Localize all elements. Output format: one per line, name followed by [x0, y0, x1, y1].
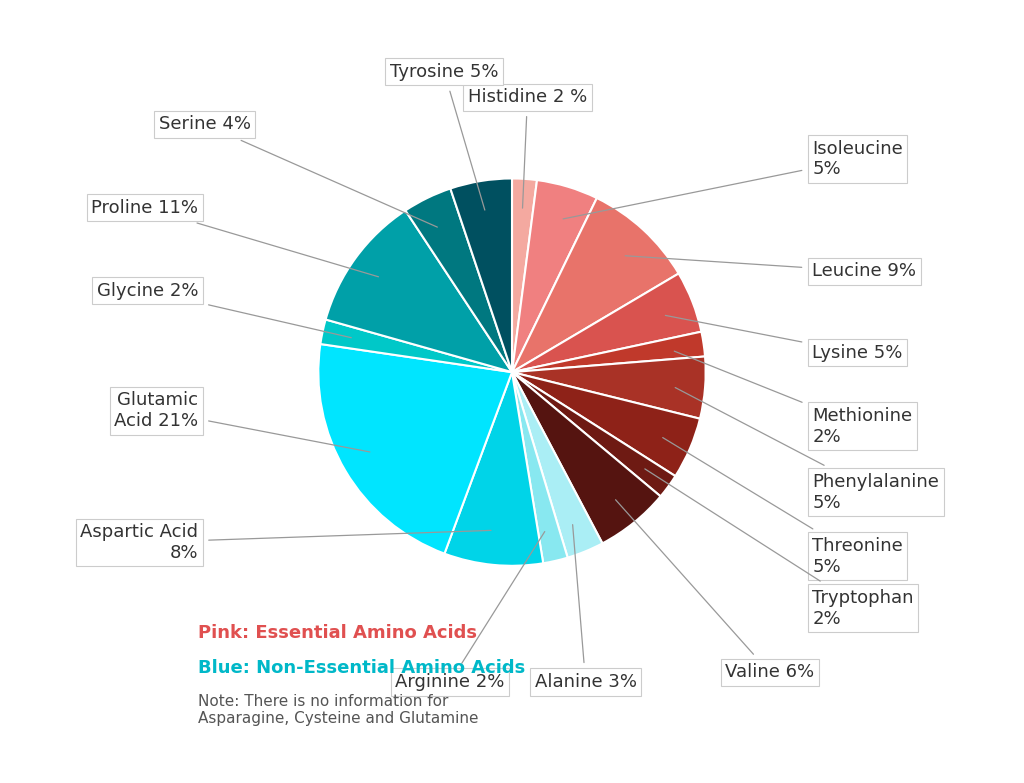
Text: Proline 11%: Proline 11%	[91, 199, 379, 277]
Wedge shape	[512, 179, 537, 372]
Wedge shape	[406, 189, 512, 372]
Text: Aspartic Acid
8%: Aspartic Acid 8%	[80, 523, 492, 562]
Text: Arginine 2%: Arginine 2%	[395, 532, 545, 691]
Wedge shape	[512, 273, 701, 372]
Text: Note: There is no information for
Asparagine, Cysteine and Glutamine: Note: There is no information for Aspara…	[199, 694, 479, 726]
Text: Phenylalanine
5%: Phenylalanine 5%	[675, 388, 939, 511]
Wedge shape	[451, 179, 512, 372]
Text: Isoleucine
5%: Isoleucine 5%	[563, 139, 903, 219]
Wedge shape	[512, 198, 679, 372]
Text: Valine 6%: Valine 6%	[615, 500, 814, 681]
Text: Glutamic
Acid 21%: Glutamic Acid 21%	[114, 392, 370, 452]
Wedge shape	[512, 356, 706, 419]
Text: Pink: Essential Amino Acids: Pink: Essential Amino Acids	[199, 624, 477, 642]
Text: Methionine
2%: Methionine 2%	[674, 351, 912, 446]
Text: Tryptophan
2%: Tryptophan 2%	[645, 469, 913, 628]
Text: Serine 4%: Serine 4%	[159, 115, 437, 227]
Text: Glycine 2%: Glycine 2%	[96, 282, 351, 337]
Wedge shape	[512, 180, 597, 372]
Wedge shape	[512, 332, 706, 372]
Text: Alanine 3%: Alanine 3%	[535, 525, 637, 691]
Wedge shape	[321, 319, 512, 372]
Wedge shape	[444, 372, 543, 566]
Text: Threonine
5%: Threonine 5%	[663, 438, 903, 576]
Text: Leucine 9%: Leucine 9%	[626, 256, 916, 280]
Wedge shape	[512, 372, 602, 557]
Text: Lysine 5%: Lysine 5%	[666, 316, 902, 362]
Text: Tyrosine 5%: Tyrosine 5%	[390, 63, 499, 210]
Wedge shape	[512, 372, 567, 563]
Text: Histidine 2 %: Histidine 2 %	[468, 88, 587, 208]
Wedge shape	[512, 372, 660, 543]
Text: Blue: Non-Essential Amino Acids: Blue: Non-Essential Amino Acids	[199, 659, 525, 677]
Wedge shape	[512, 372, 700, 476]
Wedge shape	[318, 344, 512, 554]
Wedge shape	[326, 211, 512, 372]
Wedge shape	[512, 372, 676, 496]
